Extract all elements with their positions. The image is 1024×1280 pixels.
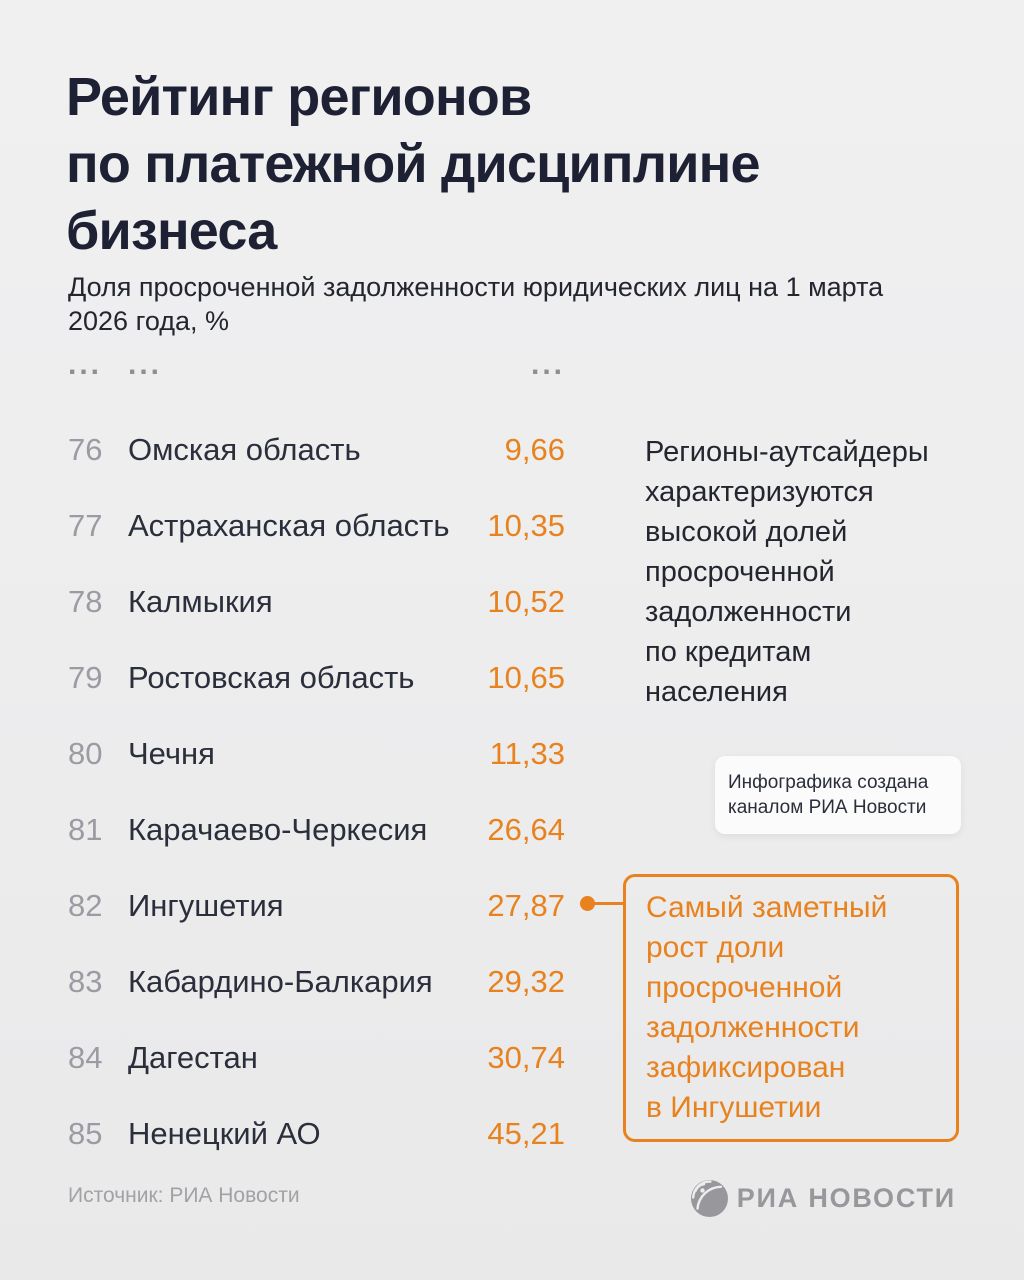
note-line: просроченной — [645, 556, 835, 588]
value-label: 29,32 — [487, 964, 565, 999]
region-label: Ингушетия — [128, 888, 284, 923]
rank-label: 79 — [68, 660, 103, 695]
rank-label: 83 — [68, 964, 103, 999]
table-row: 80 Чечня 11,33 — [68, 716, 565, 792]
table-row: 77 Астраханская область 10,35 — [68, 488, 565, 564]
note-line: населения — [645, 676, 788, 708]
note-line: характеризуются — [645, 476, 874, 508]
callout-line-text: просроченной — [646, 971, 843, 1004]
table-row: 81 Карачаево-Черкесия 26,64 — [68, 792, 565, 868]
callout-line-text: задолженности — [646, 1011, 860, 1044]
credit-card: Инфографика создана каналом РИА Новости — [715, 756, 961, 834]
rank-label: 77 — [68, 508, 103, 543]
table-truncation-row: ... ... ... — [68, 348, 565, 388]
region-label: Астраханская область — [128, 508, 450, 543]
table-row: 84 Дагестан 30,74 — [68, 1020, 565, 1096]
rank-label: 84 — [68, 1040, 103, 1075]
region-label: Карачаево-Черкесия — [128, 812, 428, 847]
brand-name: РИА НОВОСТИ — [736, 1183, 956, 1213]
region-label: Ростовская область — [128, 660, 415, 695]
callout-line-text: Самый заметный — [646, 891, 888, 924]
credit-line: Инфографика создана — [728, 772, 929, 793]
region-label: Омская область — [128, 432, 361, 467]
table-row: 78 Калмыкия 10,52 — [68, 564, 565, 640]
region-label: Чечня — [128, 736, 215, 771]
note-line: Регионы-аутсайдеры — [645, 436, 929, 468]
rank-ellipsis: ... — [68, 348, 103, 381]
value-label: 30,74 — [487, 1040, 565, 1075]
value-label: 10,35 — [487, 508, 565, 543]
value-label: 10,65 — [487, 660, 565, 695]
callout-line-text: рост доли — [646, 931, 785, 964]
table-row: 85 Ненецкий АО 45,21 — [68, 1096, 565, 1172]
note-line: высокой долей — [645, 516, 848, 548]
table-row: 83 Кабардино-Балкария 29,32 — [68, 944, 565, 1020]
region-ellipsis: ... — [128, 348, 163, 381]
callout-anchor-dot — [580, 896, 595, 911]
callout-connector-line — [592, 902, 623, 905]
value-label: 45,21 — [487, 1116, 565, 1151]
rank-label: 85 — [68, 1116, 103, 1151]
rank-label: 81 — [68, 812, 103, 847]
table-row: 79 Ростовская область 10,65 — [68, 640, 565, 716]
rank-label: 80 — [68, 736, 103, 771]
callout-box: Самый заметный рост доли просроченной за… — [623, 874, 959, 1142]
callout-line-text: в Ингушетии — [646, 1091, 822, 1124]
note-line: по кредитам — [645, 636, 812, 668]
source-label: Источник: РИА Новости — [68, 1184, 300, 1207]
value-label: 26,64 — [487, 812, 565, 847]
title-line-3: бизнеса — [66, 201, 277, 261]
page-title: Рейтинг регионов по платежной дисциплине… — [66, 64, 760, 265]
note-line: задолженности — [645, 596, 852, 628]
subtitle-line-2: 2026 года, % — [68, 306, 230, 336]
table-row: 76 Омская область 9,66 — [68, 412, 565, 488]
callout-line-text: зафиксирован — [646, 1051, 846, 1084]
outsiders-note: Регионы-аутсайдеры характеризуются высок… — [645, 432, 929, 712]
title-line-2: по платежной дисциплине — [66, 134, 760, 194]
region-label: Дагестан — [128, 1040, 258, 1075]
credit-line: каналом РИА Новости — [728, 797, 927, 818]
value-label: 11,33 — [489, 736, 565, 771]
region-label: Калмыкия — [128, 584, 273, 619]
brand-logo: РИА НОВОСТИ — [690, 1180, 956, 1217]
ranking-table: 76 Омская область 9,66 77 Астраханская о… — [68, 412, 565, 1172]
value-label: 27,87 — [487, 888, 565, 923]
page-subtitle: Доля просроченной задолженности юридичес… — [68, 270, 883, 338]
subtitle-line-1: Доля просроченной задолженности юридичес… — [68, 272, 884, 302]
value-label: 9,66 — [504, 432, 565, 467]
rank-label: 76 — [68, 432, 103, 467]
title-line-1: Рейтинг регионов — [66, 67, 532, 127]
table-row-highlighted: 82 Ингушетия 27,87 — [68, 868, 565, 944]
globe-icon — [690, 1180, 728, 1217]
value-label: 10,52 — [487, 584, 565, 619]
rank-label: 82 — [68, 888, 103, 923]
region-label: Ненецкий АО — [128, 1116, 321, 1151]
rank-label: 78 — [68, 584, 103, 619]
region-label: Кабардино-Балкария — [128, 964, 433, 999]
value-ellipsis: ... — [530, 348, 565, 381]
